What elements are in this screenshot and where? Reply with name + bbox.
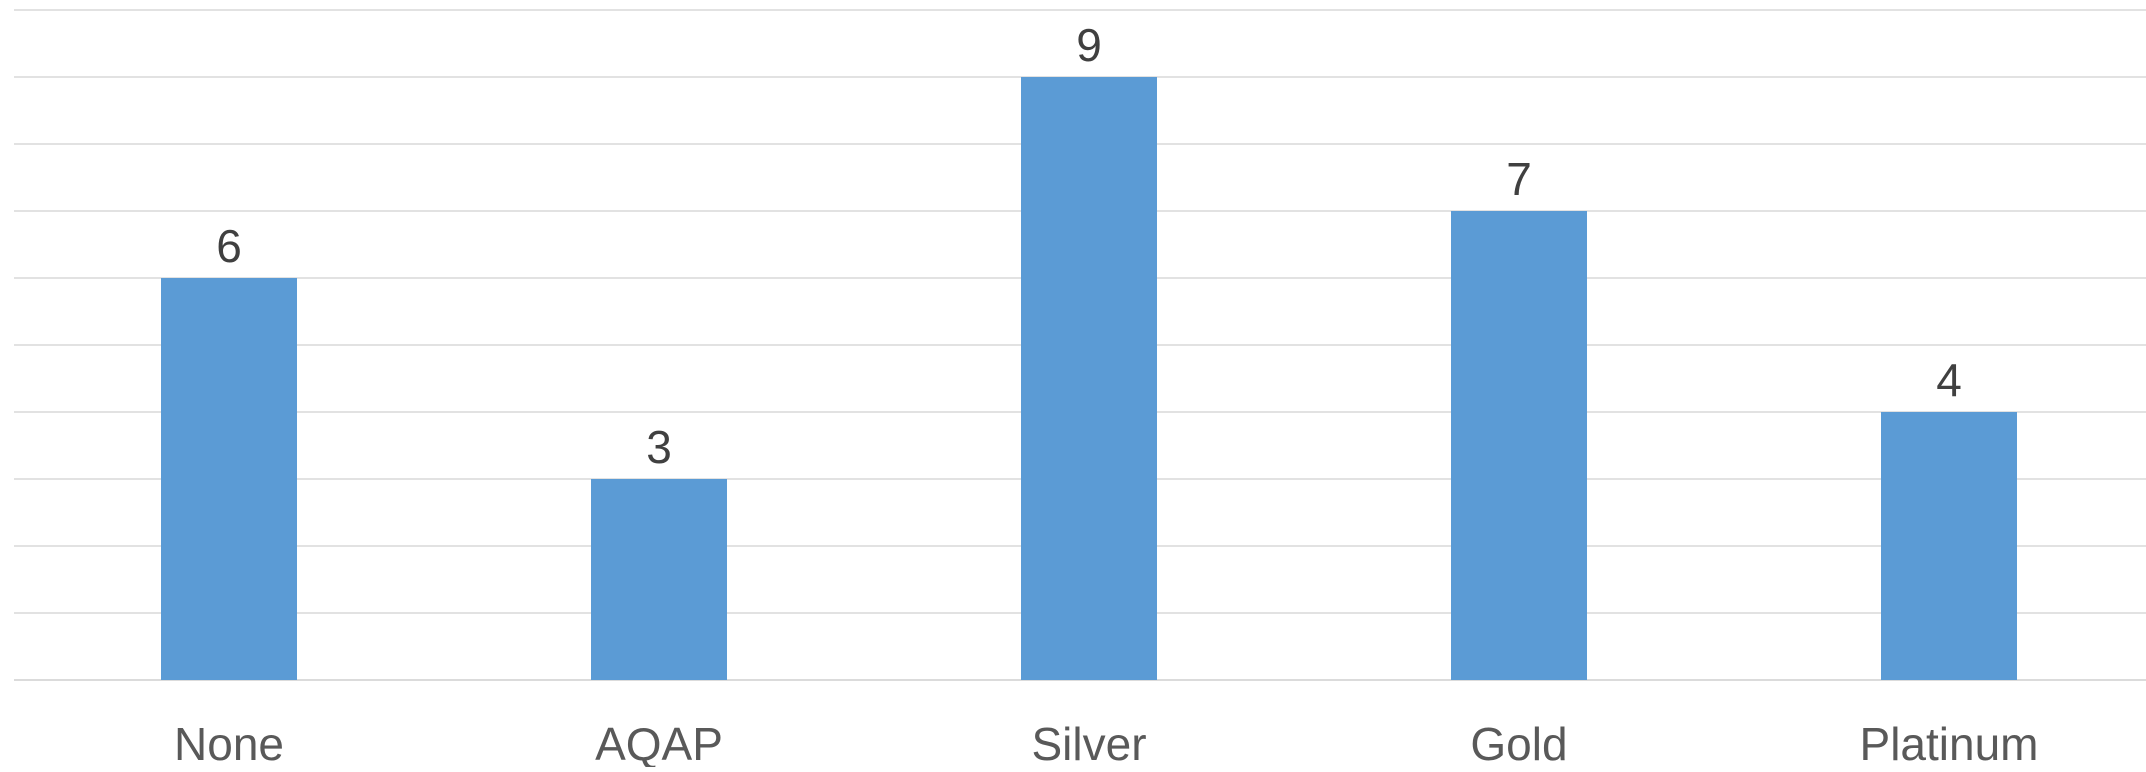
data-label-aqap: 3	[646, 421, 672, 473]
bar-platinum	[1881, 412, 2017, 680]
data-label-platinum: 4	[1936, 354, 1962, 406]
x-tick-label-none: None	[174, 718, 284, 767]
bar-gold	[1451, 211, 1587, 680]
bar-silver	[1021, 77, 1157, 680]
data-label-gold: 7	[1506, 153, 1532, 205]
bars	[161, 77, 2017, 680]
x-tick-label-silver: Silver	[1031, 718, 1146, 767]
x-axis-tick-labels: None AQAP Silver Gold Platinum	[174, 718, 2039, 770]
x-tick-label-platinum: Platinum	[1860, 718, 2039, 767]
data-labels: 6 3 9 7 4	[216, 19, 1962, 473]
data-label-none: 6	[216, 220, 242, 272]
x-tick-label-aqap: AQAP	[595, 718, 723, 767]
bar-none	[161, 278, 297, 680]
x-tick-label-gold: Gold	[1470, 718, 1567, 767]
bar-aqap	[591, 479, 727, 680]
data-label-silver: 9	[1076, 19, 1102, 71]
